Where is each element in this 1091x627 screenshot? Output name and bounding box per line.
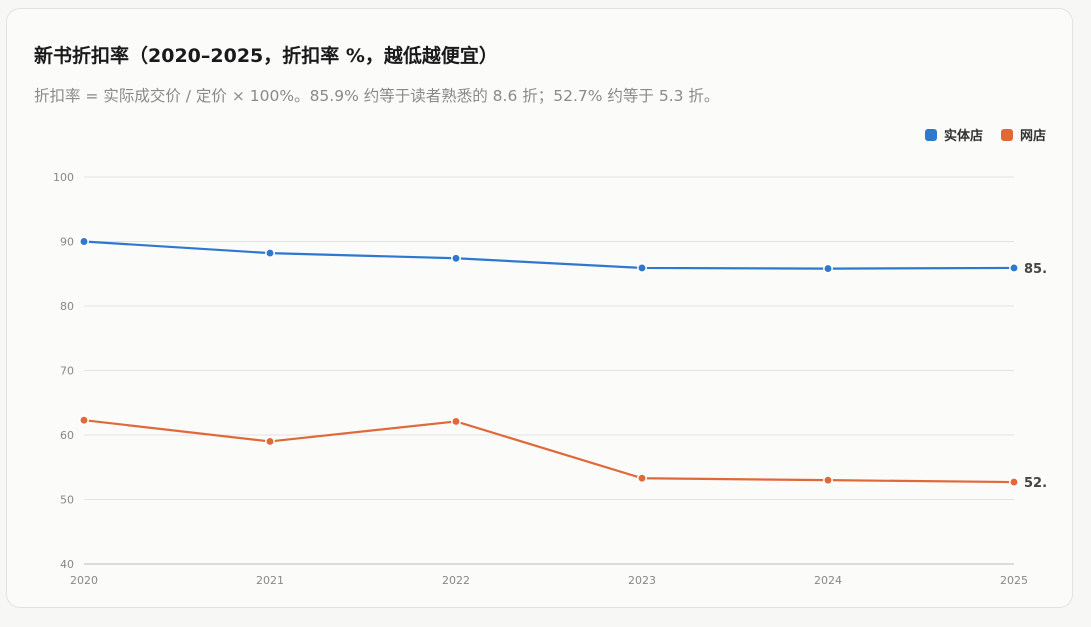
legend-item-physical-store[interactable]: 实体店 (924, 125, 983, 144)
legend-swatch-online-store (1000, 128, 1013, 141)
x-tick-label-2020: 2020 (70, 574, 98, 587)
end-label-0: 85. (1024, 262, 1047, 277)
data-point-0-2020 (79, 236, 89, 247)
x-tick-label-2025: 2025 (1000, 574, 1028, 587)
data-point-1-2025 (1009, 477, 1019, 488)
series-line-0 (82, 240, 1016, 270)
series-line-1 (82, 419, 1016, 484)
legend-label-online-store: 网店 (1019, 129, 1046, 144)
legend-label-physical-store: 实体店 (943, 129, 983, 144)
y-tick-label-40: 40 (60, 558, 74, 571)
x-tick-label-2021: 2021 (256, 574, 284, 587)
legend-swatch-physical-store (924, 128, 937, 141)
chart-subtitle: 折扣率 = 实际成交价 / 定价 × 100%。85.9% 约等于读者熟悉的 8… (34, 87, 720, 105)
y-tick-label-90: 90 (60, 236, 74, 249)
data-point-0-2023 (637, 262, 647, 273)
y-tick-label-50: 50 (60, 494, 74, 507)
end-label-1: 52. (1024, 476, 1047, 491)
y-tick-label-80: 80 (60, 300, 74, 313)
data-point-1-2022 (451, 416, 461, 427)
x-tick-label-2022: 2022 (442, 574, 470, 587)
data-point-0-2025 (1009, 262, 1019, 273)
x-tick-label-2023: 2023 (628, 574, 656, 587)
data-point-0-2022 (451, 253, 461, 264)
legend: 实体店 网店 (924, 125, 1046, 144)
x-tick-label-2024: 2024 (814, 574, 842, 587)
data-point-1-2020 (79, 415, 89, 426)
data-point-0-2024 (823, 263, 833, 274)
data-point-1-2021 (265, 436, 275, 447)
y-tick-label-100: 100 (53, 171, 74, 184)
y-tick-label-60: 60 (60, 429, 74, 442)
data-point-1-2023 (637, 473, 647, 484)
legend-item-online-store[interactable]: 网店 (1000, 125, 1046, 144)
chart-title: 新书折扣率（2020–2025，折扣率 %，越低越便宜） (34, 45, 498, 67)
y-tick-label-70: 70 (60, 365, 74, 378)
chart-card: 新书折扣率（2020–2025，折扣率 %，越低越便宜） 折扣率 = 实际成交价… (6, 8, 1073, 608)
data-point-0-2021 (265, 248, 275, 259)
data-point-1-2024 (823, 475, 833, 486)
